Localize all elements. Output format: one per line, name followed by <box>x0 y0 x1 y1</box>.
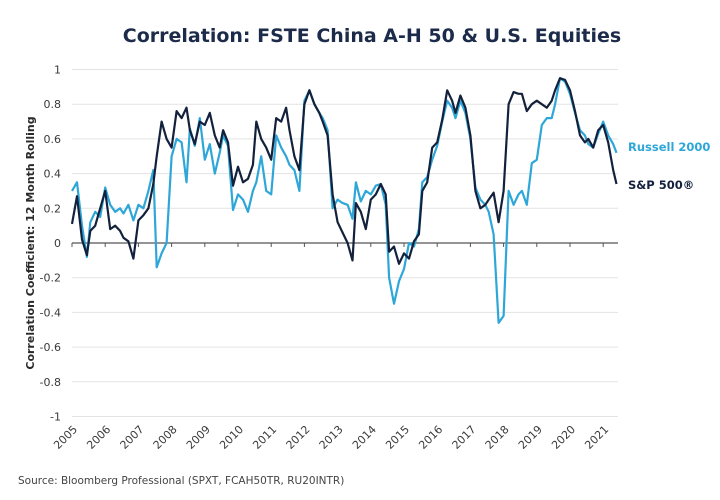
x-tick-label: 2013 <box>317 423 346 452</box>
x-tick-label: 2016 <box>416 423 445 452</box>
x-tick-label: 2020 <box>549 423 578 452</box>
x-tick-label: 2005 <box>51 423 80 452</box>
x-tick-label: 2008 <box>151 423 180 452</box>
source-note: Source: Bloomberg Professional (SPXT, FC… <box>18 475 344 487</box>
y-tick-label: -0.4 <box>40 306 61 319</box>
x-tick-label: 2015 <box>383 423 412 452</box>
y-axis-label: Correlation Coefficient: 12 Month Rollin… <box>24 116 37 369</box>
x-tick-label: 2017 <box>450 423 479 452</box>
series-line-russell-2000 <box>71 77 618 324</box>
x-tick-label: 2021 <box>582 423 611 452</box>
series-line-sp500 <box>70 77 618 265</box>
y-tick-label: 1 <box>54 64 61 77</box>
x-axis-ticks: 2005 2006 2007 2008 2009 2010 2011 2012 2013 2014… <box>51 423 611 452</box>
x-tick-label: 2018 <box>483 423 512 452</box>
series-lines <box>70 77 618 324</box>
x-tick-label: 2010 <box>217 423 246 452</box>
gridlines <box>72 69 618 417</box>
y-tick-label: -0.6 <box>40 341 61 354</box>
x-tick-label: 2014 <box>350 423 379 452</box>
x-tick-label: 2012 <box>284 423 313 452</box>
y-tick-label: -0.8 <box>40 376 61 389</box>
y-axis-ticks: 1 0.8 0.6 0.4 0.2 0 -0.2 -0.4 -0.6 -0.8 -1 <box>40 64 61 424</box>
y-tick-label: -1 <box>50 411 61 424</box>
chart-title: Correlation: FSTE China A-H 50 & U.S. Eq… <box>123 25 621 47</box>
legend-sp500: S&P 500® <box>628 178 694 192</box>
y-tick-label: 0.6 <box>44 133 62 146</box>
y-tick-label: 0 <box>54 237 61 250</box>
x-tick-label: 2011 <box>250 423 279 452</box>
x-tick-label: 2009 <box>184 423 213 452</box>
x-tick-label: 2007 <box>118 423 147 452</box>
y-tick-label: 0.8 <box>44 98 62 111</box>
y-tick-label: 0.2 <box>44 202 62 215</box>
x-axis <box>71 242 618 247</box>
legend-russell-2000: Russell 2000 <box>628 140 710 154</box>
x-tick-label: 2006 <box>84 423 113 452</box>
x-tick-label: 2019 <box>516 423 545 452</box>
y-tick-label: -0.2 <box>40 272 61 285</box>
y-tick-label: 0.4 <box>44 168 62 181</box>
